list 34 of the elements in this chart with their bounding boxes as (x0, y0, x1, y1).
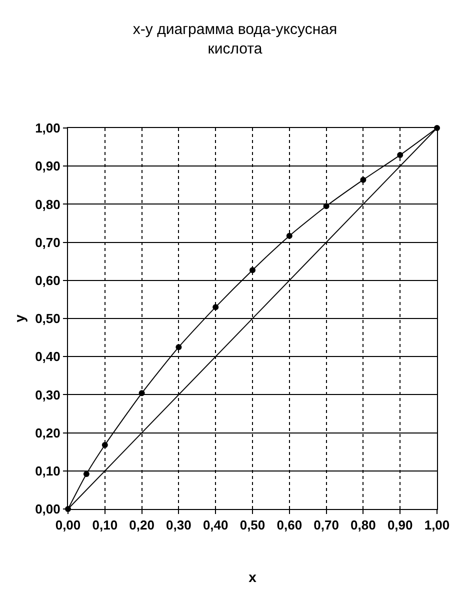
y-tick-label: 0,50 (35, 311, 60, 326)
point (212, 304, 219, 310)
point (323, 203, 330, 210)
point (102, 442, 108, 448)
x-tick-label: 0,50 (240, 518, 266, 533)
y-tick-label: 1,00 (35, 120, 60, 136)
y-tick-label: 0,90 (35, 158, 60, 174)
point (176, 344, 182, 350)
x-axis-title: x (248, 568, 257, 585)
y-tick-label: 0,40 (35, 349, 60, 364)
chart-title: x-y диаграмма вода-уксусная кислота (132, 20, 338, 58)
x-tick-label: 0,80 (350, 518, 376, 533)
y-tick-label: 0,30 (35, 387, 60, 402)
y-tick-label: 0,80 (35, 196, 60, 212)
x-tick-label: 0,20 (129, 518, 154, 533)
y-tick-label: 0,60 (35, 272, 60, 288)
point (360, 176, 366, 183)
y-tick-label: 0,10 (35, 463, 60, 478)
point (397, 152, 404, 158)
x-tick-label: 1,00 (424, 518, 450, 533)
x-tick-label: 0,90 (387, 518, 413, 533)
x-tick-label: 0,00 (55, 518, 81, 533)
x-tick-label: 0,60 (276, 518, 302, 533)
point (286, 232, 292, 239)
y-tick-label: 0,70 (35, 234, 60, 250)
y-tick-label: 0,20 (35, 425, 60, 440)
point (250, 267, 256, 274)
y-axis-title: y (12, 314, 28, 322)
y-tick-label: 0,00 (35, 502, 60, 517)
point (138, 390, 145, 396)
x-tick-label: 0,30 (166, 518, 192, 533)
x-tick-label: 0,10 (92, 518, 118, 533)
x-tick-label: 0,40 (202, 518, 228, 533)
x-tick-label: 0,70 (314, 518, 339, 533)
